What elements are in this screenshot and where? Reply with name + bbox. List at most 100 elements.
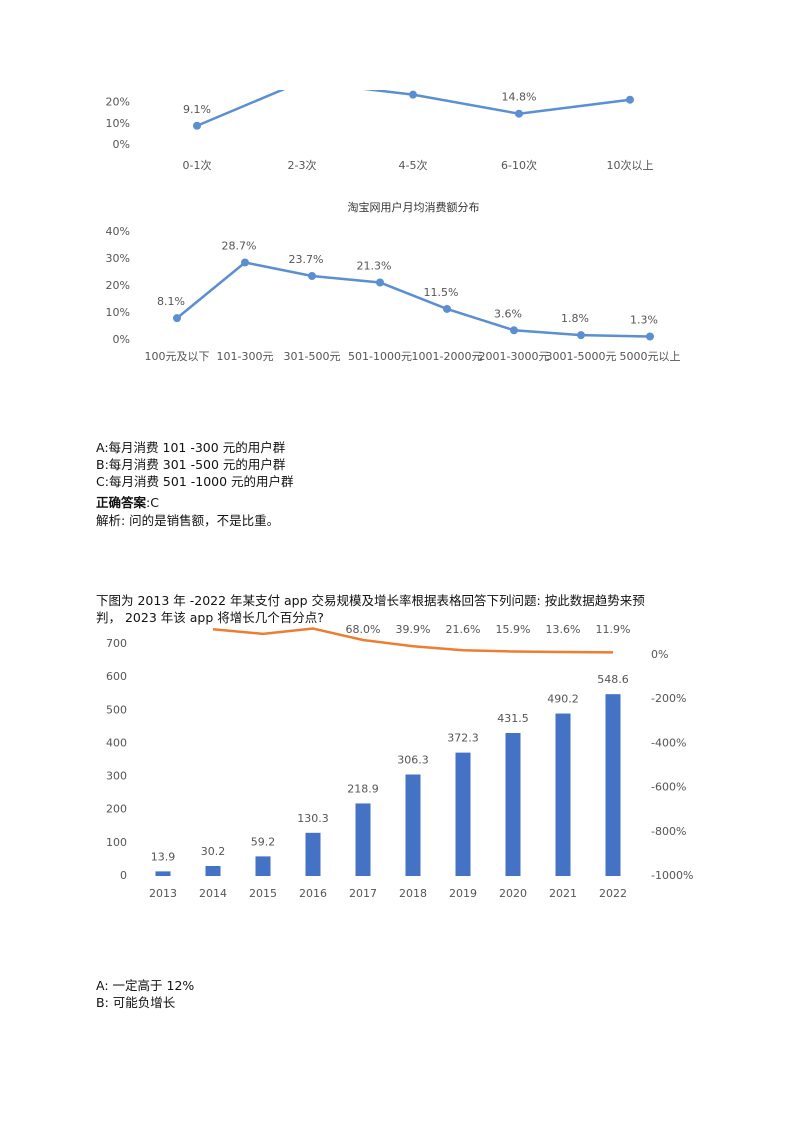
x-tick-label: 2015 [249, 887, 277, 900]
x-tick-label: 1001-2000元 [412, 350, 483, 363]
x-tick-label: 0-1次 [183, 158, 212, 172]
line [212, 627, 614, 654]
x-tick-label: 301-500元 [284, 350, 341, 363]
bar [155, 871, 171, 876]
data-label: 490.2 [547, 693, 579, 706]
data-label: 130.3 [297, 812, 329, 825]
point [510, 326, 518, 335]
x-tick-label: 101-300元 [217, 350, 274, 363]
x-tick-label: 2013 [149, 887, 177, 900]
y-tick-label: 700 [106, 637, 127, 650]
answer: 正确答案:C [96, 494, 159, 511]
data-label: 306.3 [397, 753, 429, 766]
y-tick-label: 300 [106, 770, 127, 783]
chart: 9.1% 14.8% [183, 78, 634, 130]
bar [205, 865, 221, 876]
line [196, 90, 631, 127]
bar [505, 732, 521, 876]
x-tick-label: 501-1000元 [348, 350, 412, 363]
y-tick-label: 20% [106, 279, 130, 292]
y-tick-label: 10% [106, 306, 130, 319]
point [308, 272, 316, 281]
data-label: 548.6 [597, 673, 629, 686]
option: A: 一定高于 12% [96, 978, 195, 993]
data-label: 15.9% [496, 623, 531, 636]
data-label: 23.7% [289, 253, 324, 266]
y-tick-label: 600 [106, 670, 127, 683]
data-label: 21.6% [446, 623, 481, 636]
y-tick-label: 400 [106, 736, 127, 749]
y2-tick-label: -200% [651, 692, 686, 705]
point [443, 304, 451, 313]
y-tick-label: 500 [106, 703, 127, 716]
y2-tick-label: 0% [651, 648, 668, 661]
explanation: 解析: 问的是销售额，不是比重。 [96, 513, 280, 528]
point [626, 95, 634, 104]
point [173, 314, 181, 323]
x-tick-label: 10次以上 [607, 158, 654, 172]
point [515, 109, 523, 118]
y2-tick-label: -1000% [651, 869, 693, 882]
question: 下图为 2013 年 -2022 年某支付 app 交易规模及增长率根据表格回答… [96, 593, 645, 608]
x-tick-label: 2018 [399, 887, 427, 900]
x-tick-label: 2021 [549, 887, 577, 900]
data-label: 9.1% [183, 103, 211, 116]
bar [305, 832, 321, 876]
point [646, 332, 654, 341]
answer-value: :C [146, 495, 159, 510]
y-tick-label: 10% [106, 117, 130, 130]
chart: 8.1% 28.7% 23.7% 21.3% 11.5% 3.6% 1.8% 1.3% [157, 240, 658, 341]
data-label: 1.3% [630, 313, 658, 326]
data-label: 68.0% [346, 623, 381, 636]
y2-tick-label: -800% [651, 825, 686, 838]
point [577, 331, 585, 340]
bar [605, 694, 621, 876]
y-tick-label: 20% [106, 96, 130, 109]
point [193, 121, 201, 130]
data-label: 431.5 [497, 712, 529, 725]
point [298, 78, 306, 86]
y2-tick-label: -400% [651, 736, 686, 749]
data-label: 28.7% [222, 240, 257, 253]
x-tick-label: 2001-3000元 [479, 350, 550, 363]
y-tick-label: 100 [106, 836, 127, 849]
point [241, 258, 249, 267]
line [176, 261, 651, 338]
data-label: 59.2 [251, 835, 276, 848]
x-tick-label: 4-5次 [399, 158, 428, 172]
y-tick-label: 30% [106, 252, 130, 265]
y-tick-label: 40% [106, 225, 130, 238]
option: C:每月消费 501 -1000 元的用户群 [96, 474, 294, 489]
data-label: 218.9 [347, 782, 379, 795]
data-label: 1.8% [561, 312, 589, 325]
x-tick-label: 2017 [349, 887, 377, 900]
y-tick-label: 0 [120, 869, 127, 882]
data-label: 14.8% [502, 91, 537, 104]
data-label: 21.3% [357, 259, 392, 272]
y2-tick-label: -600% [651, 781, 686, 794]
x-tick-label: 2014 [199, 887, 227, 900]
data-label: 30.2 [201, 845, 226, 858]
question: 判， 2023 年该 app 将增长几个百分点? [96, 610, 324, 625]
bar [255, 856, 271, 876]
data-label: 13.9 [151, 850, 176, 863]
x-tick-label: 2022 [599, 887, 627, 900]
point [376, 278, 384, 287]
data-label: 8.1% [157, 295, 185, 308]
x-tick-label: 2020 [499, 887, 527, 900]
option: A:每月消费 101 -300 元的用户群 [96, 440, 286, 455]
answer-label: 正确答案 [96, 495, 147, 510]
x-tick-label: 100元及以下 [145, 350, 210, 363]
data-label: 39.9% [396, 623, 431, 636]
bar [405, 774, 421, 876]
bar [355, 803, 371, 876]
bar [455, 752, 471, 876]
bar [555, 713, 571, 876]
x-tick-label: 5000元以上 [620, 350, 681, 363]
option: B:每月消费 301 -500 元的用户群 [96, 457, 286, 472]
x-tick-label: 3001-5000元 [546, 350, 617, 363]
point [409, 90, 417, 99]
chart: 13.9 30.2 59.2 130.3 218.9 306.3 372.3 431.5 490… [151, 623, 630, 876]
y-tick-label: 0% [113, 138, 130, 151]
